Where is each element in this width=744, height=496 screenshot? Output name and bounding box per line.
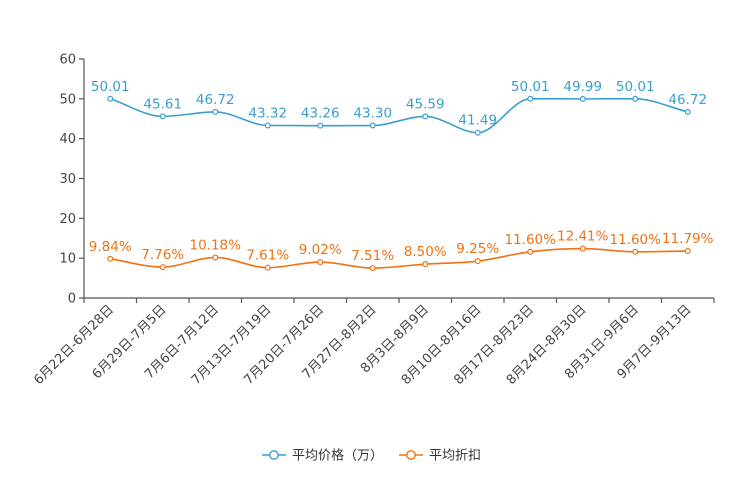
legend-marker <box>406 450 416 460</box>
data-label: 11.60% <box>610 232 662 248</box>
data-label: 10.18% <box>190 237 242 253</box>
y-tick-label: 20 <box>59 212 76 227</box>
data-point[interactable] <box>107 255 114 262</box>
data-point[interactable] <box>212 108 219 115</box>
data-label: 50.01 <box>91 79 130 95</box>
legend-label: 平均价格（万） <box>292 448 383 464</box>
data-label: 8.50% <box>404 244 447 260</box>
legend-item-discount[interactable]: 平均折扣 <box>399 449 481 464</box>
data-label: 9.02% <box>299 242 342 258</box>
data-label: 11.79% <box>662 231 714 247</box>
data-label: 49.99 <box>563 79 602 95</box>
legend-label: 平均折扣 <box>429 449 481 464</box>
series-layer: 50.01 45.61 46.72 43.32 43.26 43.30 45.59 41.49… <box>89 79 714 272</box>
data-label: 9.84% <box>89 239 132 255</box>
series-price: 50.01 45.61 46.72 43.32 43.26 43.30 45.59 41.49… <box>91 79 707 136</box>
data-label: 46.72 <box>668 92 707 108</box>
data-point[interactable] <box>527 248 534 255</box>
y-tick-label: 10 <box>59 252 76 267</box>
y-tick-label: 60 <box>59 53 76 68</box>
data-point[interactable] <box>684 248 691 255</box>
data-label: 11.60% <box>505 232 557 248</box>
data-point[interactable] <box>159 113 166 120</box>
legend[interactable]: 平均价格（万） 平均折扣 <box>262 448 481 464</box>
data-point[interactable] <box>684 108 691 115</box>
data-label: 7.76% <box>141 247 184 263</box>
series-price-line <box>109 97 688 134</box>
data-point[interactable] <box>212 254 219 261</box>
data-point[interactable] <box>632 248 639 255</box>
y-tick-label: 50 <box>59 92 76 107</box>
data-label: 46.72 <box>196 92 235 108</box>
data-label: 43.26 <box>301 106 340 122</box>
axes: 01020304050606月22日-6月28日6月29日-7月5日7月6日-7… <box>31 53 715 388</box>
data-point[interactable] <box>579 245 586 252</box>
data-point[interactable] <box>369 122 376 129</box>
data-point[interactable] <box>264 264 271 271</box>
data-label: 45.59 <box>406 96 445 112</box>
data-label: 7.61% <box>246 248 289 264</box>
data-label: 41.49 <box>458 113 497 129</box>
data-label: 43.32 <box>248 105 287 121</box>
series-discount: 9.84% 7.76% 10.18%7.61% 9.02% 7.51% 8.50% 9.25… <box>89 229 714 272</box>
data-point[interactable] <box>107 95 114 102</box>
data-point[interactable] <box>159 264 166 271</box>
y-tick-label: 40 <box>59 132 76 147</box>
data-point[interactable] <box>422 113 429 120</box>
data-label: 43.30 <box>353 106 392 122</box>
data-point[interactable] <box>527 95 534 102</box>
data-label: 9.25% <box>456 241 499 257</box>
data-point[interactable] <box>369 265 376 272</box>
data-point[interactable] <box>264 122 271 129</box>
y-tick-label: 0 <box>68 292 76 307</box>
legend-item-price[interactable]: 平均价格（万） <box>262 448 383 464</box>
y-tick-label: 30 <box>59 172 76 187</box>
data-point[interactable] <box>317 259 324 266</box>
legend-marker <box>269 450 279 460</box>
data-label: 12.41% <box>557 229 609 245</box>
data-point[interactable] <box>632 95 639 102</box>
data-label: 50.01 <box>616 79 655 95</box>
data-point[interactable] <box>422 261 429 268</box>
data-label: 45.61 <box>143 96 182 112</box>
data-point[interactable] <box>317 122 324 129</box>
data-label: 50.01 <box>511 79 550 95</box>
data-point[interactable] <box>474 129 481 136</box>
data-label: 7.51% <box>351 248 394 264</box>
data-point[interactable] <box>579 95 586 102</box>
data-point[interactable] <box>474 258 481 265</box>
series-discount-line <box>110 247 688 269</box>
